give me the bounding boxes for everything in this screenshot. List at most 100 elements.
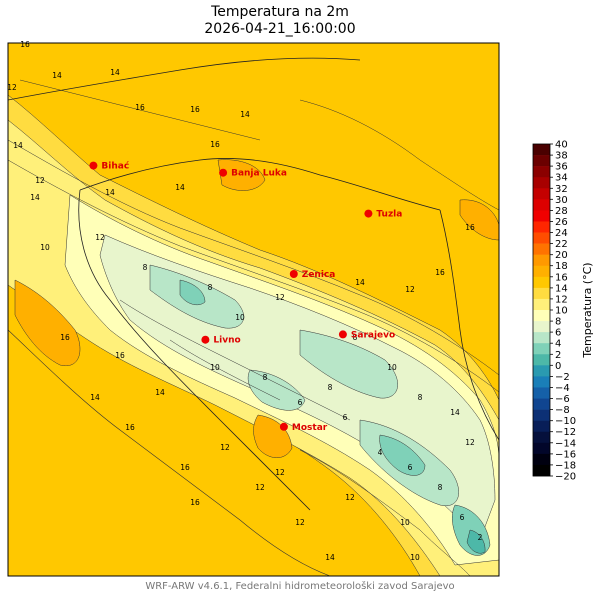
colorbar-tick-label: −12 xyxy=(555,427,576,438)
colorbar-swatch xyxy=(533,376,550,388)
colorbar-swatch xyxy=(533,420,550,433)
field-4-6-patch-1 xyxy=(379,434,426,476)
colorbar-tick-label: 10 xyxy=(555,306,568,317)
contour-label: 8 xyxy=(353,333,358,342)
map-title: Temperatura na 2m xyxy=(211,4,349,20)
contour-label: 8 xyxy=(143,263,148,272)
colorbar-swatches xyxy=(533,144,550,477)
contour-label: 14 xyxy=(52,71,62,80)
city-tuzla: Tuzla xyxy=(364,209,402,220)
colorbar-swatch xyxy=(533,188,550,200)
colorbar-swatch xyxy=(533,387,550,399)
field-4-6-patch-3 xyxy=(179,279,206,306)
city-label: Bihać xyxy=(101,161,129,172)
colorbar-swatch xyxy=(533,321,550,333)
contour-label: 12 xyxy=(465,438,475,447)
contour-label: 6 xyxy=(460,513,465,522)
colorbar-tick-label: 34 xyxy=(555,173,568,184)
colorbar-swatch xyxy=(533,254,550,267)
colorbar-tick-label: 6 xyxy=(555,328,561,339)
contour-label: 12 xyxy=(275,468,285,477)
field-18-20-coast xyxy=(14,279,81,367)
colorbar-swatch xyxy=(533,453,550,466)
city-biha: Bihać xyxy=(89,161,130,172)
colorbar-tick-label: −4 xyxy=(555,383,570,394)
temperature-field xyxy=(8,43,499,576)
colorbar-label: Temperatura (°C) xyxy=(581,262,594,358)
colorbar: 4038363432302826242220181614121086420−2−… xyxy=(532,140,594,483)
contour-label: 10 xyxy=(210,363,220,372)
colorbar-swatch xyxy=(533,332,550,344)
contour-label: 16 xyxy=(125,423,135,432)
contour-label: 8 xyxy=(263,373,268,382)
colorbar-swatch xyxy=(533,210,550,222)
contour-label: 14 xyxy=(30,193,40,202)
colorbar-ticks: 4038363432302826242220181614121086420−2−… xyxy=(550,140,576,483)
contour-label: 16 xyxy=(135,103,145,112)
colorbar-tick-label: 26 xyxy=(555,217,568,228)
contour-label: 8 xyxy=(438,483,443,492)
colorbar-tick-label: 36 xyxy=(555,162,568,173)
contour-label: 16 xyxy=(435,268,445,277)
contour-label: 10 xyxy=(400,518,410,527)
city-sarajevo: Sarajevo xyxy=(338,330,395,340)
country-borders xyxy=(8,57,499,511)
colorbar-swatch xyxy=(533,199,550,211)
city-label: Tuzla xyxy=(376,210,402,220)
city-banjaluka: Banja Luka xyxy=(219,168,287,179)
contour-label: 16 xyxy=(115,351,125,360)
contour-labels: 16 14 14 12 16 16 14 14 12 14 16 14 14 10 12 8 8 10 12 14 12… xyxy=(7,40,482,562)
colorbar-tick-label: 40 xyxy=(555,140,568,151)
city-dot xyxy=(201,335,210,344)
colorbar-swatch xyxy=(533,177,550,189)
colorbar-swatch xyxy=(533,276,550,289)
city-label: Zenica xyxy=(302,270,336,280)
colorbar-tick-label: 32 xyxy=(555,184,568,195)
colorbar-swatch xyxy=(533,343,550,355)
contour-label: 16 xyxy=(190,105,200,114)
colorbar-swatch xyxy=(533,464,550,477)
colorbar-tick-label: 18 xyxy=(555,261,568,272)
colorbar-swatch xyxy=(533,398,550,410)
contour-label: 14 xyxy=(90,393,100,402)
contour-label: 8 xyxy=(208,283,213,292)
field-2-4-patch xyxy=(466,529,486,554)
contour-label: 10 xyxy=(387,363,397,372)
contour-label: 12 xyxy=(95,233,105,242)
contour-label: 12 xyxy=(220,443,230,452)
map-frame xyxy=(7,42,500,577)
adriatic-sea xyxy=(8,329,331,576)
colorbar-swatch xyxy=(533,365,550,377)
colorbar-swatch xyxy=(533,232,550,244)
colorbar-swatch xyxy=(533,442,550,455)
contour-label: 12 xyxy=(255,483,265,492)
contour-label: 14 xyxy=(325,553,335,562)
colorbar-tick-label: −20 xyxy=(555,472,576,483)
colorbar-tick-label: 24 xyxy=(555,228,568,239)
city-mostar: Mostar xyxy=(279,422,328,433)
colorbar-swatch xyxy=(533,243,550,255)
field-18-20-northeast xyxy=(459,199,499,241)
contour-label: 12 xyxy=(35,176,45,185)
field-6-8-patch-2 xyxy=(299,329,398,399)
contour-label: 12 xyxy=(275,293,285,302)
colorbar-swatch xyxy=(533,354,550,366)
colorbar-swatch xyxy=(533,166,550,178)
contour-label: 14 xyxy=(105,188,115,197)
contour-label: 14 xyxy=(175,183,185,192)
contour-label: 4 xyxy=(378,448,383,457)
contour-label: 16 xyxy=(465,223,475,232)
contour-lines xyxy=(8,79,499,576)
colorbar-swatch xyxy=(533,155,550,167)
colorbar-tick-label: 4 xyxy=(555,339,561,350)
field-18-20-north xyxy=(217,159,266,191)
colorbar-tick-label: 38 xyxy=(555,151,568,162)
city-dot xyxy=(89,161,98,170)
city-dot xyxy=(289,270,298,278)
colorbar-tick-label: 8 xyxy=(555,317,561,328)
city-label: Livno xyxy=(213,336,240,346)
contour-label: 8 xyxy=(418,393,423,402)
contour-label: 12 xyxy=(295,518,305,527)
